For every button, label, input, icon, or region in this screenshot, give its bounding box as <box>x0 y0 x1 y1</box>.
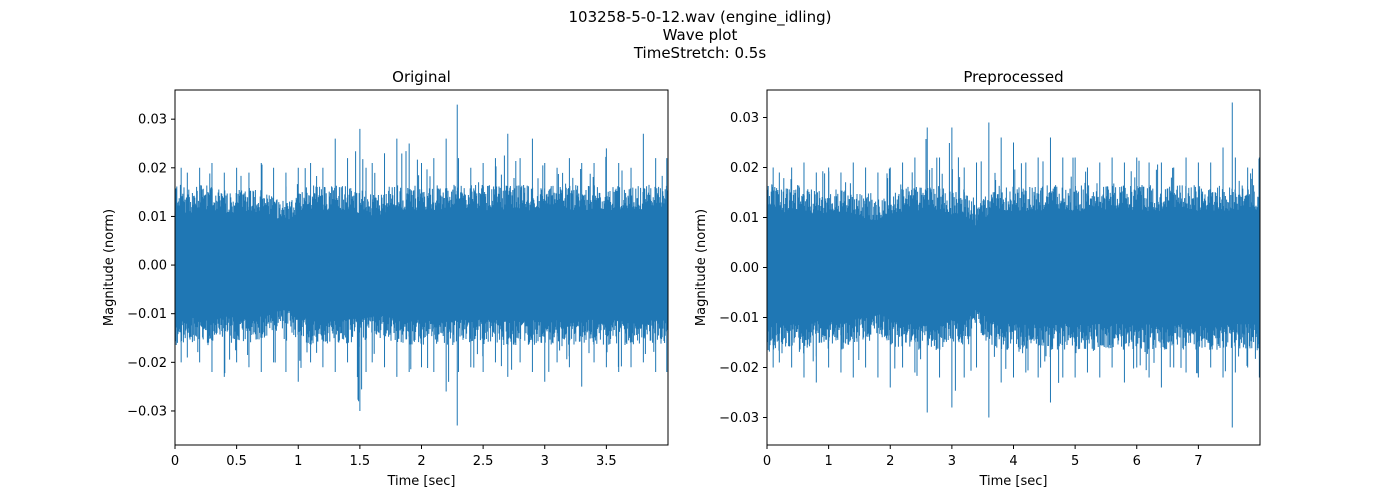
x-tick-label: 2.5 <box>473 454 494 469</box>
x-tick-label: 5 <box>1071 454 1079 469</box>
y-tick-label: 0.02 <box>138 161 167 176</box>
x-tick-label: 1.5 <box>350 454 371 469</box>
y-tick-label: 0.03 <box>138 113 167 128</box>
y-tick-label: 0.03 <box>730 111 759 126</box>
x-tick-label: 2 <box>417 454 425 469</box>
y-tick-label: 0.00 <box>730 261 759 276</box>
y-axis-label: Magnitude (norm) <box>102 209 117 326</box>
y-ticks: 0.03 0.02 0.01 0.00 −0.01 −0.02 −0.03 <box>719 111 767 426</box>
x-ticks: 0 0.5 1 1.5 2 2.5 3 3.5 <box>171 445 617 469</box>
x-tick-label: 6 <box>1133 454 1141 469</box>
x-ticks: 0 1 2 3 4 5 6 7 <box>763 445 1203 469</box>
x-tick-label: 0 <box>171 454 179 469</box>
x-tick-label: 2 <box>886 454 894 469</box>
chart-panel-preprocessed: Preprocessed 0 1 2 3 4 5 6 7 0.03 0.02 0.01 0.00 −0… <box>694 68 1261 489</box>
figure-title-line1: 103258-5-0-12.wav (engine_idling) <box>569 8 832 27</box>
waveform-series <box>767 102 1260 428</box>
x-tick-label: 7 <box>1194 454 1202 469</box>
plot-area <box>175 104 668 426</box>
figure-title-line2: Wave plot <box>663 26 738 44</box>
y-tick-label: −0.03 <box>719 411 759 426</box>
x-tick-label: 1 <box>294 454 302 469</box>
y-tick-label: −0.03 <box>127 404 167 419</box>
x-axis-label: Time [sec] <box>978 474 1047 489</box>
figure-title-line3: TimeStretch: 0.5s <box>633 44 766 62</box>
y-tick-label: 0.00 <box>138 259 167 274</box>
waveform-series <box>175 104 668 426</box>
chart-panel-original: Original 0 0.5 1 1.5 2 2.5 3 3.5 0.030.020.010.… <box>102 68 669 489</box>
x-tick-label: 4 <box>1009 454 1017 469</box>
y-ticks: 0.03 0.02 0.01 0.00 −0.01 −0.02 −0.03 <box>127 113 175 419</box>
panel-title: Original <box>392 68 451 86</box>
x-tick-label: 1 <box>824 454 832 469</box>
y-axis-label: Magnitude (norm) <box>694 209 709 326</box>
y-tick-label: −0.01 <box>719 311 759 326</box>
y-tick-label: −0.02 <box>719 361 759 376</box>
x-tick-label: 0 <box>763 454 771 469</box>
x-axis-label: Time [sec] <box>386 474 455 489</box>
y-tick-label: 0.01 <box>730 211 759 226</box>
plot-area <box>767 102 1260 428</box>
y-tick-label: 0.02 <box>730 161 759 176</box>
y-tick-label: −0.02 <box>127 356 167 371</box>
x-tick-label: 3.5 <box>596 454 617 469</box>
x-tick-label: 0.5 <box>226 454 247 469</box>
panel-title: Preprocessed <box>963 68 1063 86</box>
x-tick-label: 3 <box>541 454 549 469</box>
x-tick-label: 3 <box>948 454 956 469</box>
y-tick-label: 0.01 <box>138 210 167 225</box>
y-tick-label: −0.01 <box>127 307 167 322</box>
